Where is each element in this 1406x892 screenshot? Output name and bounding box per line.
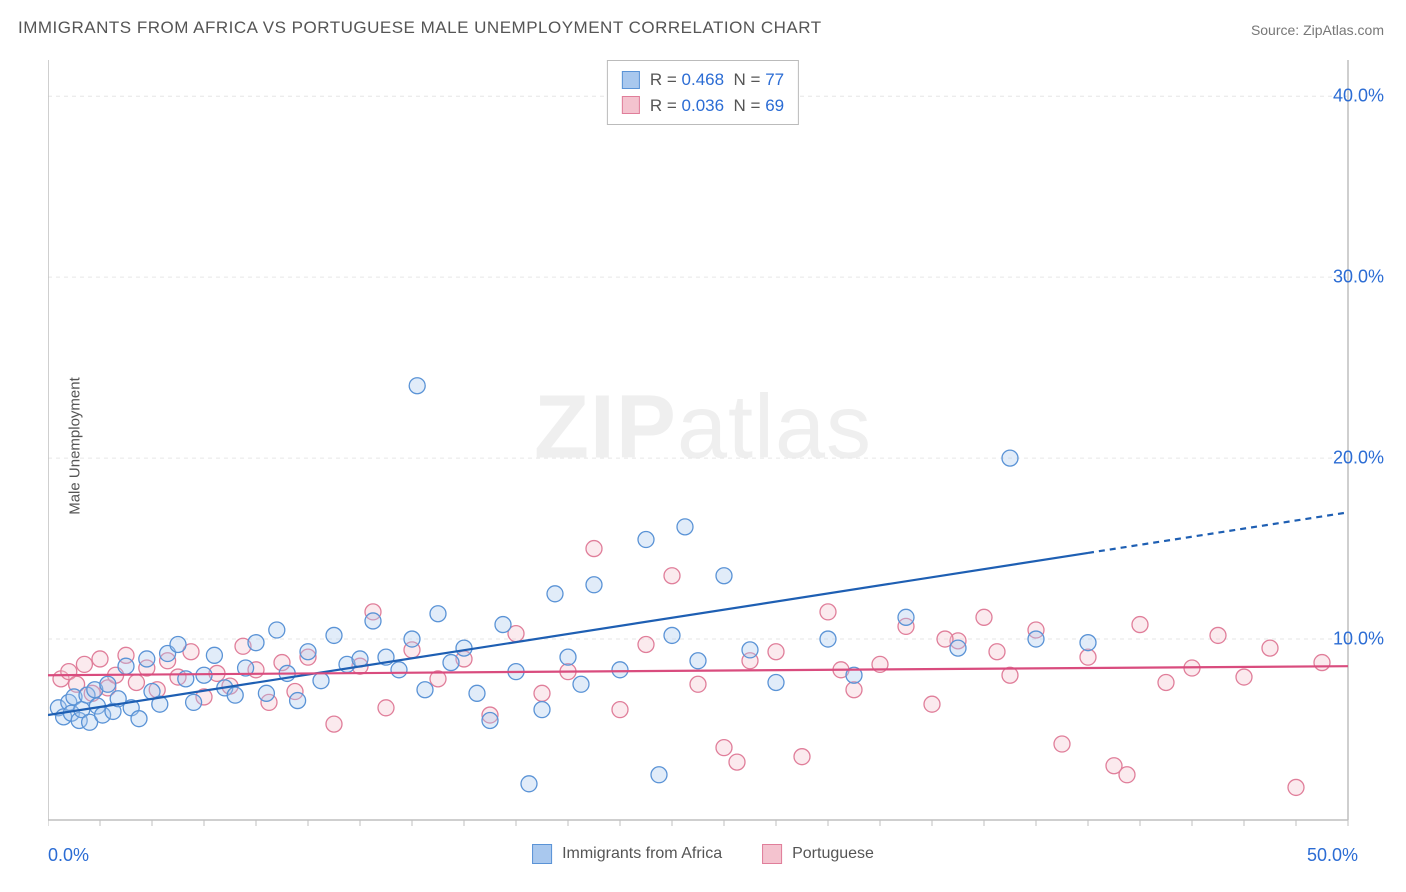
plot-area (48, 60, 1358, 830)
series-legend: Immigrants from Africa Portuguese (532, 844, 874, 864)
legend-item-africa: Immigrants from Africa (532, 844, 722, 864)
legend-label: Portuguese (792, 845, 874, 863)
legend-swatch-africa (532, 844, 552, 864)
x-axis-min-label: 0.0% (48, 845, 89, 866)
legend-label: Immigrants from Africa (562, 845, 722, 863)
legend-swatch-africa (622, 71, 640, 89)
x-axis-max-label: 50.0% (1307, 845, 1358, 866)
legend-row-portuguese: R = 0.036 N = 69 (622, 93, 784, 119)
y-tick-label: 30.0% (1333, 267, 1384, 288)
y-tick-label: 20.0% (1333, 448, 1384, 469)
y-tick-label: 40.0% (1333, 86, 1384, 107)
chart-svg (48, 60, 1358, 830)
legend-swatch-portuguese (622, 96, 640, 114)
correlation-legend: R = 0.468 N = 77 R = 0.036 N = 69 (607, 60, 799, 125)
legend-row-africa: R = 0.468 N = 77 (622, 67, 784, 93)
legend-swatch-portuguese (762, 844, 782, 864)
legend-item-portuguese: Portuguese (762, 844, 874, 864)
chart-title: IMMIGRANTS FROM AFRICA VS PORTUGUESE MAL… (18, 18, 822, 38)
source-attribution: Source: ZipAtlas.com (1251, 22, 1384, 38)
y-tick-label: 10.0% (1333, 629, 1384, 650)
